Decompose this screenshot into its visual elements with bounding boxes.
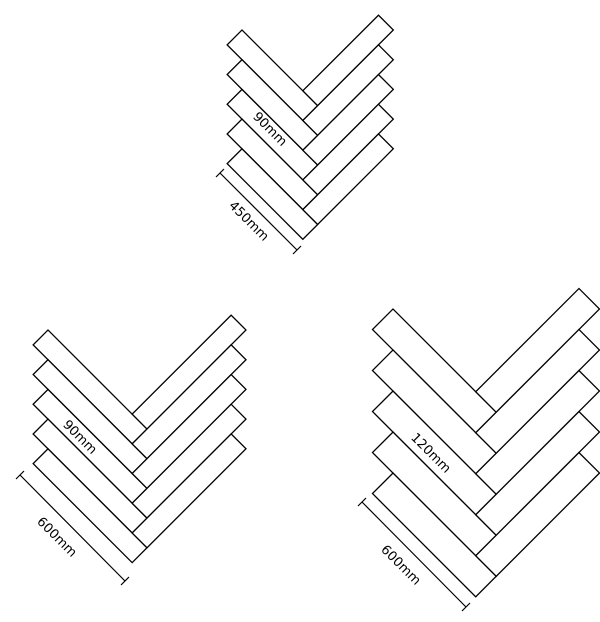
length-dimension-line — [215, 168, 302, 255]
board-right — [301, 133, 395, 226]
herringbone-600x90: 90mm 600mm — [15, 314, 247, 586]
board-left — [32, 447, 148, 564]
herringbone-450x90: 90mm 450mm — [215, 14, 395, 255]
board-right — [131, 433, 247, 549]
board-right — [474, 451, 600, 578]
length-label: 450mm — [225, 198, 271, 244]
board-left — [371, 472, 498, 598]
length-dimension-line — [357, 497, 471, 612]
length-label: 600mm — [33, 514, 79, 560]
board-left — [226, 147, 319, 241]
length-dimension-line — [15, 470, 130, 586]
length-label: 600mm — [377, 542, 423, 588]
herringbone-600x120: 120mm 600mm — [357, 287, 600, 612]
